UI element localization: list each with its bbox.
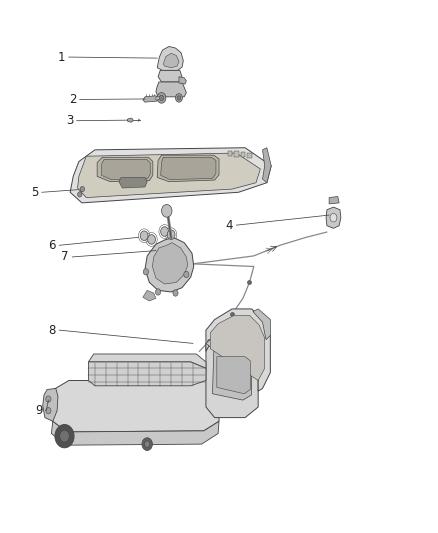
Circle shape xyxy=(142,438,152,450)
Polygon shape xyxy=(253,309,270,340)
Polygon shape xyxy=(145,237,194,292)
Polygon shape xyxy=(206,335,258,350)
Text: 4: 4 xyxy=(226,219,233,232)
Circle shape xyxy=(80,187,85,192)
Circle shape xyxy=(177,96,181,100)
Polygon shape xyxy=(179,77,186,84)
Circle shape xyxy=(176,94,183,102)
Circle shape xyxy=(173,290,178,296)
Text: 9: 9 xyxy=(35,404,43,417)
Circle shape xyxy=(148,235,155,244)
Circle shape xyxy=(159,95,164,101)
Text: 1: 1 xyxy=(58,51,65,63)
Circle shape xyxy=(167,230,175,239)
Text: 7: 7 xyxy=(61,251,69,263)
Circle shape xyxy=(155,289,161,295)
Polygon shape xyxy=(163,53,179,68)
Circle shape xyxy=(184,271,189,278)
Polygon shape xyxy=(158,70,182,82)
Polygon shape xyxy=(143,290,156,301)
Circle shape xyxy=(145,441,150,447)
Polygon shape xyxy=(102,159,150,180)
Circle shape xyxy=(157,93,166,103)
Polygon shape xyxy=(97,157,153,182)
Circle shape xyxy=(330,214,337,222)
Polygon shape xyxy=(157,155,219,182)
Polygon shape xyxy=(143,96,158,102)
Polygon shape xyxy=(156,97,161,100)
Polygon shape xyxy=(156,82,186,97)
Polygon shape xyxy=(43,389,58,421)
Polygon shape xyxy=(241,152,245,157)
Polygon shape xyxy=(234,151,239,157)
Polygon shape xyxy=(70,148,271,203)
Circle shape xyxy=(140,231,148,240)
Polygon shape xyxy=(157,46,184,70)
Polygon shape xyxy=(329,197,339,204)
Circle shape xyxy=(55,424,74,448)
Polygon shape xyxy=(206,335,258,418)
Text: 2: 2 xyxy=(69,93,76,106)
Polygon shape xyxy=(152,243,187,284)
Polygon shape xyxy=(53,381,219,432)
Polygon shape xyxy=(119,177,147,188)
Text: 6: 6 xyxy=(48,239,56,252)
Polygon shape xyxy=(161,157,216,180)
Polygon shape xyxy=(247,152,252,158)
Circle shape xyxy=(143,269,148,275)
Polygon shape xyxy=(326,207,341,228)
Polygon shape xyxy=(51,421,219,445)
Polygon shape xyxy=(206,309,270,391)
Circle shape xyxy=(78,192,82,197)
Polygon shape xyxy=(88,362,206,386)
Polygon shape xyxy=(228,151,232,156)
Text: 5: 5 xyxy=(31,186,39,199)
Polygon shape xyxy=(262,148,271,183)
Circle shape xyxy=(60,430,69,442)
Text: 8: 8 xyxy=(48,324,56,337)
Polygon shape xyxy=(212,351,252,400)
Circle shape xyxy=(46,408,51,414)
Circle shape xyxy=(161,227,169,236)
Circle shape xyxy=(46,396,51,402)
Polygon shape xyxy=(217,357,251,394)
Circle shape xyxy=(162,205,172,217)
Polygon shape xyxy=(127,118,133,122)
Polygon shape xyxy=(88,354,206,368)
Polygon shape xyxy=(210,316,265,381)
Polygon shape xyxy=(78,153,260,198)
Text: 3: 3 xyxy=(66,114,73,127)
